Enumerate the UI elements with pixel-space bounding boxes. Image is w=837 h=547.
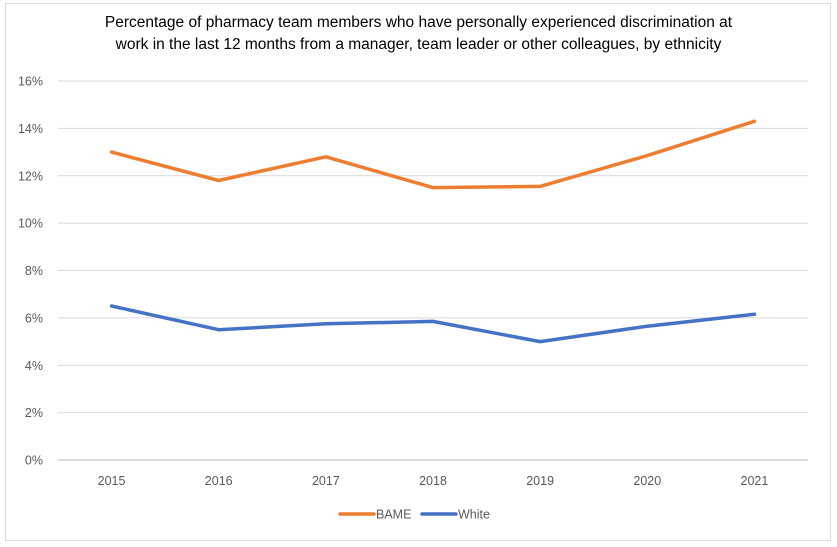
data-point-bame bbox=[538, 184, 542, 189]
x-tick-label: 2020 bbox=[633, 474, 661, 488]
data-point-bame bbox=[324, 155, 328, 159]
chart-title-line-1: Percentage of pharmacy team members who … bbox=[104, 14, 733, 31]
data-point-white bbox=[645, 324, 649, 328]
y-axis-ticks: 0% 2% 4% 6% 8% 10% 12% 14% 16% bbox=[18, 75, 43, 468]
y-tick-label: 4% bbox=[25, 359, 43, 373]
y-tick-label: 8% bbox=[25, 264, 43, 278]
y-tick-label: 0% bbox=[25, 454, 43, 468]
y-tick-label: 12% bbox=[18, 169, 43, 183]
data-point-white bbox=[538, 339, 542, 344]
x-tick-label: 2017 bbox=[312, 474, 340, 488]
x-tick-label: 2016 bbox=[205, 474, 233, 488]
x-tick-label: 2015 bbox=[98, 474, 126, 488]
legend-label-white: White bbox=[458, 508, 490, 522]
data-point-white bbox=[431, 319, 435, 324]
y-tick-label: 16% bbox=[18, 75, 43, 89]
y-tick-label: 10% bbox=[18, 217, 43, 231]
data-point-bame bbox=[217, 178, 221, 183]
data-point-white bbox=[109, 304, 114, 308]
legend: BAME White bbox=[338, 508, 490, 522]
x-tick-label: 2018 bbox=[419, 474, 447, 488]
chart-frame bbox=[5, 3, 831, 541]
data-point-bame bbox=[431, 185, 435, 190]
series-line-bame bbox=[109, 119, 757, 190]
data-point-bame bbox=[645, 154, 649, 158]
x-tick-label: 2019 bbox=[526, 474, 554, 488]
data-point-bame bbox=[109, 150, 114, 154]
data-point-white bbox=[324, 322, 328, 326]
gridlines bbox=[58, 80, 808, 461]
y-tick-label: 2% bbox=[25, 406, 43, 420]
x-tick-label: 2021 bbox=[741, 474, 769, 488]
x-axis-ticks: 2015 2016 2017 2018 2019 2020 2021 bbox=[98, 474, 769, 488]
legend-label-bame: BAME bbox=[376, 508, 411, 522]
series-lines bbox=[109, 119, 757, 344]
data-point-bame bbox=[752, 119, 757, 123]
data-point-white bbox=[217, 328, 221, 332]
chart-title: Percentage of pharmacy team members who … bbox=[0, 12, 837, 56]
y-tick-label: 14% bbox=[18, 122, 43, 136]
data-point-white bbox=[752, 312, 757, 316]
series-line-white bbox=[109, 304, 757, 344]
y-tick-label: 6% bbox=[25, 311, 43, 325]
chart-title-line-2: work in the last 12 months from a manage… bbox=[115, 36, 722, 53]
